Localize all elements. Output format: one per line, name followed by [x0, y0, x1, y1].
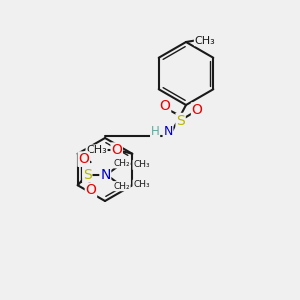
Text: H: H [151, 125, 160, 139]
Text: N: N [163, 125, 173, 139]
Text: CH₃: CH₃ [194, 35, 215, 46]
Text: O: O [192, 103, 203, 117]
Text: CH₃: CH₃ [86, 145, 107, 155]
Text: N: N [100, 168, 110, 182]
Text: O: O [111, 143, 122, 157]
Text: O: O [160, 99, 170, 113]
Text: S: S [83, 168, 92, 182]
Text: O: O [85, 183, 96, 197]
Text: CH₂: CH₂ [113, 159, 130, 168]
Text: CH₂: CH₂ [113, 182, 130, 191]
Text: CH₃: CH₃ [133, 160, 150, 169]
Text: S: S [176, 114, 185, 128]
Text: O: O [78, 152, 89, 166]
Text: CH₃: CH₃ [133, 180, 150, 189]
